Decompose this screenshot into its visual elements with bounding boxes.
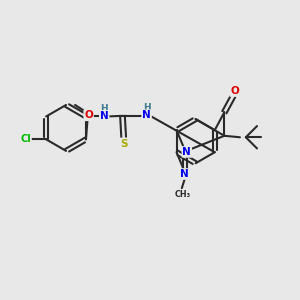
Text: N: N [100,111,109,121]
Text: CH₃: CH₃ [175,190,191,199]
Text: O: O [230,86,239,96]
Text: H: H [143,103,150,112]
Text: N: N [182,147,191,157]
Text: S: S [120,139,127,148]
Text: O: O [84,110,93,120]
Text: N: N [179,169,188,179]
Text: N: N [142,110,151,120]
Text: H: H [100,104,108,113]
Text: Cl: Cl [20,134,31,144]
